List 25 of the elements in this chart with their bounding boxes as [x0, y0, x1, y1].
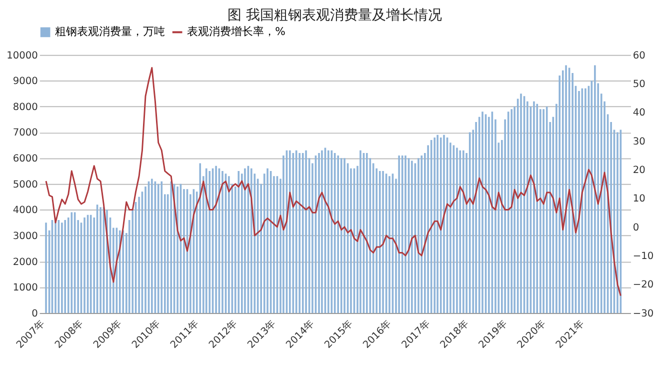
line-series: [45, 67, 622, 296]
y-tick-label: 7000: [12, 128, 38, 139]
y2-tick-label: −10: [632, 251, 654, 262]
y2-tick-label: 60: [632, 50, 646, 62]
legend-label: 表观消费增长率，%: [187, 25, 286, 38]
y-tick-label: 8000: [12, 102, 38, 113]
y-tick-label: 4000: [12, 205, 38, 216]
y-tick-label: 2000: [12, 256, 38, 268]
y2-tick-label: −30: [632, 308, 654, 320]
y-tick-label: 9000: [12, 76, 38, 88]
y-tick-label: 5000: [12, 179, 38, 190]
y-tick-label: 1000: [12, 282, 38, 294]
y2-tick-label: −20: [632, 280, 654, 291]
y-tick-label: 10000: [6, 50, 38, 62]
y2-tick-label: 10: [632, 194, 646, 205]
y-tick-label: 6000: [12, 154, 38, 165]
chart-title: 图 我国粗钢表观消费量及增长情况: [228, 7, 442, 24]
y2-tick-label: 50: [632, 79, 646, 90]
y2-tick-label: 20: [632, 165, 646, 176]
y-tick-label: 3000: [12, 230, 38, 242]
y2-tick-label: 0: [632, 222, 640, 234]
y2-tick-label: 40: [632, 108, 646, 119]
y2-tick-label: 30: [632, 136, 646, 148]
legend-label: 粗钢表观消费量，万吨: [55, 25, 166, 38]
y-tick-label: 0: [32, 308, 38, 320]
